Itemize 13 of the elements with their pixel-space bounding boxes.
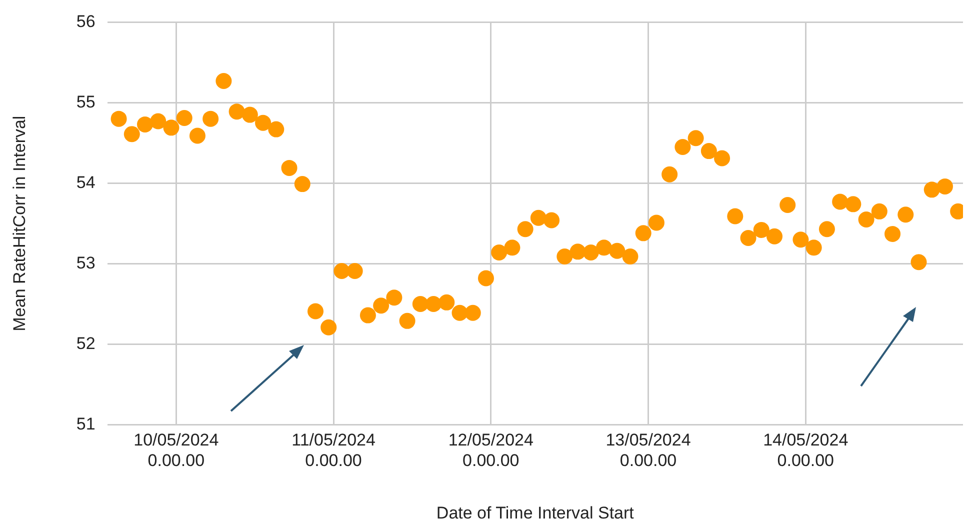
y-tick-label: 53 [76,253,96,272]
y-tick-label: 56 [76,12,96,31]
y-tick-label: 54 [76,172,96,192]
x-tick-label: 10/05/2024 0.00.00 [134,430,219,470]
x-tick-label: 11/05/2024 0.00.00 [292,430,376,470]
x-tick-label: 12/05/2024 0.00.00 [448,430,534,470]
y-tick-label: 51 [76,414,96,434]
x-tick-label: 14/05/2024 0.00.00 [763,430,848,470]
x-axis-title: Date of Time Interval Start [436,503,634,522]
y-tick-label: 52 [76,334,96,353]
y-axis-title: Mean RateHitCorr in Interval [10,116,29,332]
x-tick-label: 13/05/2024 0.00.00 [606,430,691,470]
y-tick-label: 55 [76,92,96,112]
